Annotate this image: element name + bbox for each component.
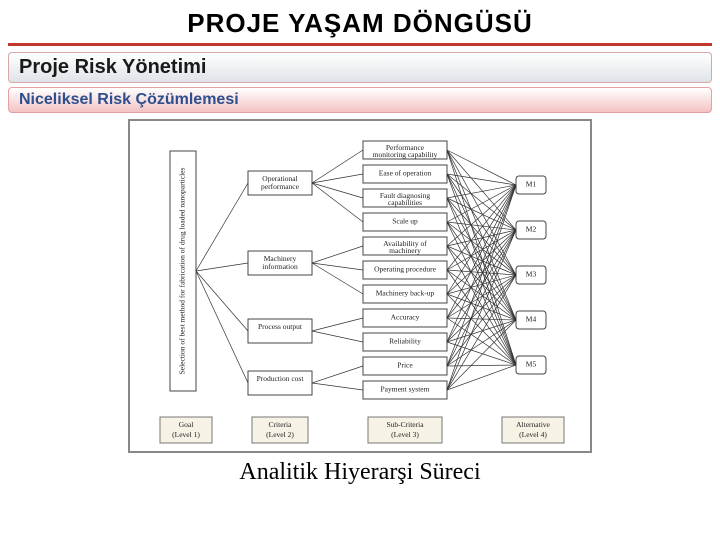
level2-title: Criteria — [269, 420, 293, 429]
alternative-label: M5 — [526, 360, 537, 369]
band1-text: Proje Risk Yönetimi — [19, 56, 206, 78]
alternative-label: M4 — [526, 315, 537, 324]
goal-label: Selection of best method for fabrication… — [178, 168, 187, 375]
ahp-diagram: Selection of best method for fabrication… — [128, 119, 592, 453]
subcriteria-label: Machinery back-up — [376, 289, 435, 298]
subcriteria-label: Accuracy — [391, 313, 420, 322]
subcriteria-label: Ease of operation — [379, 169, 432, 178]
criteria-group: Operationalperformance Machineryinformat… — [248, 171, 312, 395]
criteria-label: Operationalperformance — [261, 174, 300, 191]
level3-sub: (Level 3) — [391, 430, 419, 439]
criteria-label: Production cost — [257, 374, 305, 383]
subcriteria-label: Availability ofmachinery — [383, 239, 427, 255]
edges-sub-alt — [447, 150, 516, 390]
band2-text: Niceliksel Risk Çözümlemesi — [19, 91, 239, 108]
ahp-svg: Selection of best method for fabrication… — [130, 121, 590, 451]
alternative-label: M2 — [526, 225, 537, 234]
subcriteria-label: Reliability — [389, 337, 421, 346]
alternative-label: M3 — [526, 270, 537, 279]
level3-title: Sub-Criteria — [386, 420, 424, 429]
level-labels: Goal (Level 1) Criteria (Level 2) Sub-Cr… — [160, 417, 564, 443]
edges-goal-criteria — [196, 183, 248, 383]
edges-criteria-sub — [312, 150, 363, 390]
subcriteria-label: Price — [397, 361, 413, 370]
diagram-caption: Analitik Hiyerarşi Süreci — [0, 459, 720, 486]
criteria-label: Machineryinformation — [262, 254, 298, 271]
subcriteria-group: Performancemonitoring capabilityEase of … — [363, 141, 447, 399]
alternatives-group: M1 M2 M3 M4 M5 — [516, 176, 546, 374]
level4-title: Alternative — [516, 420, 550, 429]
section-band-risk-mgmt: Proje Risk Yönetimi — [8, 52, 712, 83]
section-band-quant-risk: Niceliksel Risk Çözümlemesi — [8, 87, 712, 113]
level1-title: Goal — [179, 420, 194, 429]
criteria-label: Process output — [258, 322, 303, 331]
level1-sub: (Level 1) — [172, 430, 200, 439]
subcriteria-label: Payment system — [381, 385, 430, 394]
subcriteria-label: Operating procedure — [374, 265, 437, 274]
alternative-label: M1 — [526, 180, 537, 189]
page-title: PROJE YAŞAM DÖNGÜSÜ — [8, 0, 712, 46]
subcriteria-label: Scale up — [392, 217, 418, 226]
level2-sub: (Level 2) — [266, 430, 294, 439]
level4-sub: (Level 4) — [519, 430, 547, 439]
